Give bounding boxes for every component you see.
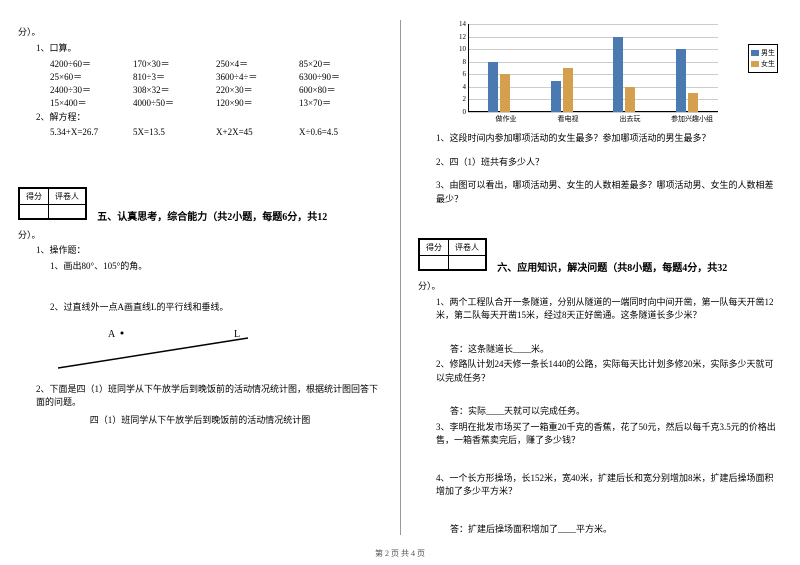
line-drawing: A L [58,323,382,375]
score-section-6: 得分评卷人 六、应用知识，解决问题（共8小题，每题4分，共32 [418,238,782,274]
bar-girls [563,68,573,112]
score-box: 得分评卷人 [18,187,87,220]
calc-cell: 6300÷90＝ [299,70,382,83]
bar-boys [676,49,686,112]
eq-1: 5.34+X=26.7 [50,127,133,137]
op-1a: 1、画出80°、105°的角。 [18,260,382,274]
calc-cell: 600×80＝ [299,83,382,96]
bar-girls [688,93,698,112]
word-q3: 3、李明在批发市场买了一箱重20千克的香蕉，花了50元，然后以每千克3.5元的价… [418,421,782,448]
fen-suffix-2: 分）。 [18,229,382,243]
word-q4: 4、一个长方形操场，长152米，宽40米，扩建后长和宽分别增加8米，扩建后操场面… [418,472,782,499]
word-q1: 1、两个工程队合开一条隧道，分别从隧道的一端同时向中间开凿，第一队每天开凿12米… [418,296,782,323]
calc-cell: 15×400＝ [50,96,133,109]
bar-boys [551,81,561,112]
score-cell [49,204,86,218]
calc-cell: 13×70＝ [299,96,382,109]
calc-row: 15×400＝4000÷50＝120×90＝13×70＝ [18,96,382,109]
bar-girls [625,87,635,112]
chart-q1: 1、这段时间内参加哪项活动的女生最多？参加哪项活动的男生最多？ [418,132,782,146]
score-box: 得分评卷人 [418,238,487,271]
section-6-title: 六、应用知识，解决问题（共8小题，每题4分，共32 [497,263,727,274]
chart-legend: 男生女生 [748,44,778,73]
score-cell [20,204,49,218]
point-a-label: A [108,329,116,340]
calc-cell: 4000÷50＝ [133,96,216,109]
eq-2: 5X=13.5 [133,127,216,137]
chart-q2: 2、四（1）班共有多少人？ [418,156,782,170]
bar-boys [488,62,498,112]
calc-cell: 810÷3＝ [133,70,216,83]
calc-cell: 4200÷60＝ [50,57,133,70]
y-tick: 8 [448,58,466,66]
calc-cell: 85×20＝ [299,57,382,70]
bar-group [676,49,698,112]
calc-cell: 220×30＝ [216,83,299,96]
bar-boys [613,37,623,112]
x-label: 看电视 [538,114,598,124]
fen-suffix-3: 分）。 [418,280,782,294]
x-label: 做作业 [476,114,536,124]
score-h2: 评卷人 [49,188,86,204]
calc-row: 2400÷30＝308×32＝220×30＝600×80＝ [18,83,382,96]
calc-cell: 2400÷30＝ [50,83,133,96]
y-tick: 12 [448,33,466,41]
calc-cell: 120×90＝ [216,96,299,109]
y-tick: 2 [448,95,466,103]
x-label: 出去玩 [600,114,660,124]
calc-cell: 250×4＝ [216,57,299,70]
chart-q3: 3、由图可以看出，哪项活动男、女生的人数相差最多？哪项活动男、女生的人数相差最少… [418,179,782,206]
calc-cell: 170×30＝ [133,57,216,70]
bar-chart: 02468101214做作业看电视出去玩参加兴趣小组男生女生 [448,24,728,124]
eq-3: X+2X=45 [216,127,299,137]
line-l-label: L [234,329,240,340]
score-h2: 评卷人 [449,240,486,256]
word-a2: 答：实际____天就可以完成任务。 [418,405,782,419]
calc-cell: 3600÷4÷＝ [216,70,299,83]
fen-suffix: 分）。 [18,26,382,40]
q1-label: 1、口算。 [18,42,382,56]
page-footer: 第 2 页 共 4 页 [0,548,800,559]
score-h1: 得分 [20,188,49,204]
bar-group [551,68,573,112]
eq-4: X÷0.6=4.5 [299,127,382,137]
op-1b: 2、过直线外一点A画直线L的平行线和垂线。 [18,301,382,315]
calc-grid: 4200÷60＝170×30＝250×4＝85×20＝25×60＝810÷3＝3… [18,57,382,109]
word-q2: 2、修路队计划24天修一条长1440的公路，实际每天比计划多修20米，实际多少天… [418,358,782,385]
bar-group [488,62,510,112]
calc-cell: 308×32＝ [133,83,216,96]
op-title: 1、操作题： [18,244,382,258]
calc-cell: 25×60＝ [50,70,133,83]
bar-group [613,37,635,112]
y-tick: 4 [448,83,466,91]
word-a1: 答：这条隧道长____米。 [418,343,782,357]
y-tick: 6 [448,70,466,78]
y-tick: 14 [448,20,466,28]
score-section-5: 得分评卷人 五、认真思考，综合能力（共2小题，每题6分，共12 [18,187,382,223]
p2-chart-title: 四（1）班同学从下午放学后到晚饭前的活动情况统计图 [18,414,382,428]
word-a4: 答：扩建后操场面积增加了____平方米。 [418,523,782,537]
score-h1: 得分 [420,240,449,256]
section-5-title: 五、认真思考，综合能力（共2小题，每题6分，共12 [97,212,327,223]
bar-girls [500,74,510,112]
calc-row: 4200÷60＝170×30＝250×4＝85×20＝ [18,57,382,70]
q2-label: 2、解方程： [18,111,382,125]
p2-question: 2、下面是四（1）班同学从下午放学后到晚饭前的活动情况统计图，根据统计图回答下面… [18,383,382,410]
score-cell [420,256,449,270]
x-label: 参加兴趣小组 [662,114,722,124]
calc-row: 25×60＝810÷3＝3600÷4÷＝6300÷90＝ [18,70,382,83]
equation-row: 5.34+X=26.7 5X=13.5 X+2X=45 X÷0.6=4.5 [18,127,382,137]
y-tick: 0 [448,108,466,116]
score-cell [449,256,486,270]
y-tick: 10 [448,45,466,53]
